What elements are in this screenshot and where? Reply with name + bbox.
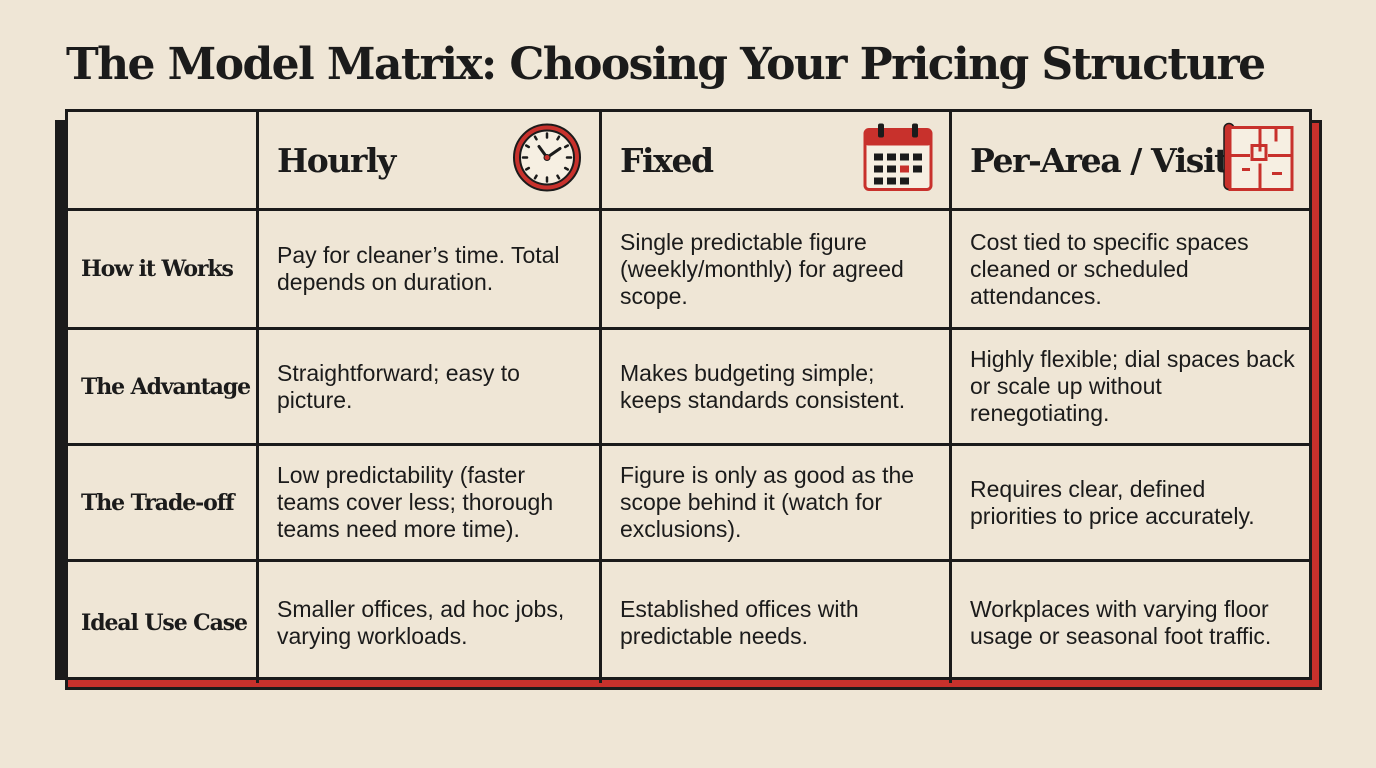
column-header-per-area-visit: Per-Area / Visit [952,112,1312,211]
column-header-label: Hourly [277,140,396,180]
calendar-icon [862,122,934,199]
table-cell: Straightforward; easy to picture. [259,330,602,446]
clock-icon [510,121,584,200]
row-label-the-trade-off: The Trade-off [68,446,259,562]
table-cell: Requires clear, defined priorities to pr… [952,446,1312,562]
column-header-label: Per-Area / Visit [970,140,1229,180]
table-cell: Single predictable figure (weekly/monthl… [602,211,952,330]
table-cell: Pay for cleaner’s time. Total depends on… [259,211,602,330]
table-cell: Cost tied to specific spaces cleaned or … [952,211,1312,330]
corner-cell [68,112,259,211]
table-cell: Established offices with predictable nee… [602,562,952,683]
table-cell: Figure is only as good as the scope behi… [602,446,952,562]
table-cell: Highly flexible; dial spaces back or sca… [952,330,1312,446]
row-label-the-advantage: The Advantage [68,330,259,446]
table-cell: Smaller offices, ad hoc jobs, varying wo… [259,562,602,683]
row-label-ideal-use-case: Ideal Use Case [68,562,259,683]
column-header-fixed: Fixed [602,112,952,211]
table-cell: Makes budgeting simple; keeps standards … [602,330,952,446]
floor-plan-icon [1220,122,1296,199]
page-title: The Model Matrix: Choosing Your Pricing … [66,39,1266,90]
column-header-label: Fixed [620,140,714,180]
column-header-hourly: Hourly [259,112,602,211]
table-cell: Low predictability (faster teams cover l… [259,446,602,562]
row-label-how-it-works: How it Works [68,211,259,330]
pricing-matrix-table: Hourly [65,109,1312,683]
table-cell: Workplaces with varying floor usage or s… [970,595,1272,649]
